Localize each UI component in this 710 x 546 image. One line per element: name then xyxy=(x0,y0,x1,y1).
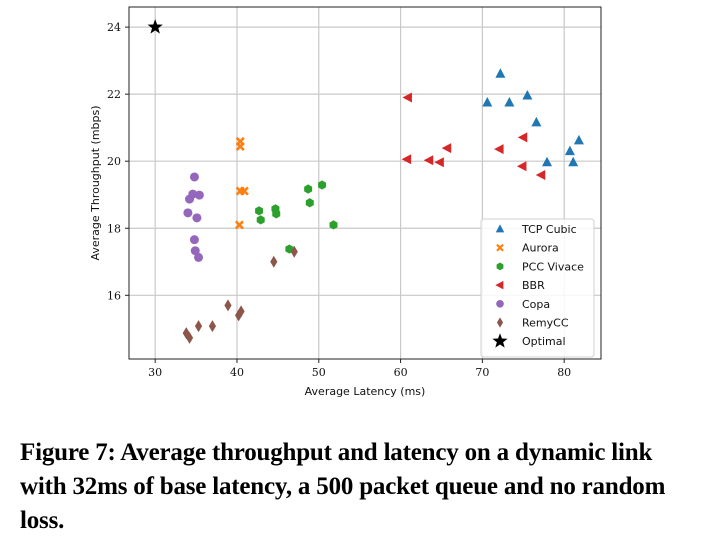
legend-label: PCC Vivace xyxy=(522,260,584,273)
x-tick-label: 80 xyxy=(557,366,571,379)
legend-marker xyxy=(495,224,505,233)
series-pcc-vivace xyxy=(255,180,338,254)
y-tick-label: 16 xyxy=(107,289,121,302)
figure-caption: Figure 7: Average throughput and latency… xyxy=(20,439,666,534)
x-tick-label: 30 xyxy=(148,366,162,379)
data-point xyxy=(441,143,452,154)
y-tick-label: 18 xyxy=(107,222,121,235)
data-point xyxy=(208,320,217,333)
data-point xyxy=(531,116,542,127)
legend-label: RemyCC xyxy=(522,317,569,330)
y-tick-label: 22 xyxy=(107,88,121,101)
data-point xyxy=(329,220,338,230)
scatter-chart: 30 40 50 60 70 80 16 18 20 22 24 Average Latency (… xyxy=(89,6,602,398)
x-tick-label: 40 xyxy=(230,366,244,379)
legend-item: BBR xyxy=(495,279,545,292)
legend-item: Optimal xyxy=(492,333,566,348)
data-point xyxy=(305,198,314,208)
series-optimal xyxy=(147,19,163,34)
data-point xyxy=(401,154,412,165)
series-tcp-cubic xyxy=(482,68,584,167)
data-point xyxy=(234,220,244,230)
data-point xyxy=(194,252,204,262)
data-point xyxy=(504,97,515,107)
series-bbr xyxy=(401,92,546,180)
data-point xyxy=(235,309,243,322)
grid-lines xyxy=(129,7,601,359)
data-point xyxy=(517,132,528,143)
data-point xyxy=(573,134,584,145)
legend-marker xyxy=(492,333,508,348)
data-point xyxy=(224,299,232,312)
data-point xyxy=(194,320,203,333)
data-point xyxy=(568,156,579,167)
data-point xyxy=(190,246,200,256)
legend-label: Optimal xyxy=(522,335,566,348)
data-point xyxy=(482,97,493,107)
data-point xyxy=(185,194,195,204)
y-tick-label: 20 xyxy=(107,155,121,168)
data-point xyxy=(564,145,575,156)
data-point xyxy=(434,157,444,168)
data-point xyxy=(239,186,249,196)
legend-marker xyxy=(496,317,504,328)
data-point xyxy=(147,19,163,34)
legend-item: PCC Vivace xyxy=(496,260,584,273)
series-copa xyxy=(183,172,204,262)
x-axis-label: Average Latency (ms) xyxy=(305,385,426,398)
x-tick-label: 50 xyxy=(312,366,326,379)
data-point xyxy=(183,208,193,218)
legend-label: Copa xyxy=(522,298,550,311)
data-points xyxy=(147,19,584,344)
data-point xyxy=(235,141,245,151)
legend-label: TCP Cubic xyxy=(521,223,577,236)
legend-item: RemyCC xyxy=(496,317,569,330)
legend-label: Aurora xyxy=(522,242,559,255)
data-point xyxy=(522,90,533,100)
legend-box xyxy=(480,218,595,358)
plot-frame xyxy=(128,6,602,360)
data-point xyxy=(270,255,278,268)
data-point xyxy=(256,215,265,225)
legend-item: TCP Cubic xyxy=(495,223,577,236)
series-aurora xyxy=(234,136,249,230)
x-tick-label: 70 xyxy=(475,366,489,379)
legend-marker xyxy=(496,243,504,252)
y-tick-label: 24 xyxy=(107,21,121,34)
axis-ticks: 30 40 50 60 70 80 16 18 20 22 24 xyxy=(107,21,571,379)
data-point xyxy=(255,206,264,216)
data-point xyxy=(189,235,199,245)
series-remycc xyxy=(182,245,298,344)
legend-label: BBR xyxy=(522,279,545,292)
data-point xyxy=(494,144,504,155)
data-point xyxy=(423,155,434,166)
data-point xyxy=(495,68,506,78)
data-point xyxy=(304,184,313,194)
y-axis-label: Average Throughput (mbps) xyxy=(89,105,102,260)
data-point xyxy=(542,156,553,167)
legend-item: Copa xyxy=(496,298,550,311)
legend-marker xyxy=(496,299,504,308)
legend: TCP Cubic Aurora PCC Vivace BBR Copa RemyCC Op… xyxy=(480,218,595,358)
data-point xyxy=(189,172,199,182)
data-point xyxy=(290,245,298,258)
data-point xyxy=(402,92,412,103)
legend-marker xyxy=(495,280,504,290)
data-point xyxy=(272,209,281,219)
data-point xyxy=(185,331,194,344)
legend-item: Aurora xyxy=(496,242,559,255)
data-point xyxy=(516,161,527,172)
data-point xyxy=(192,213,202,223)
data-point xyxy=(318,180,327,190)
data-point xyxy=(194,190,204,200)
legend-marker xyxy=(496,262,504,271)
data-point xyxy=(535,169,546,180)
x-tick-label: 60 xyxy=(394,366,408,379)
